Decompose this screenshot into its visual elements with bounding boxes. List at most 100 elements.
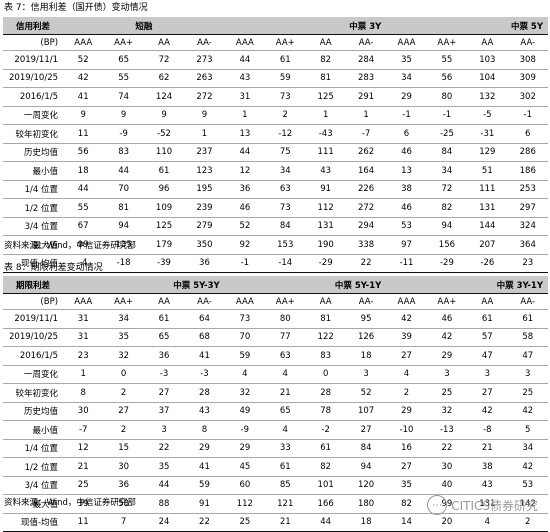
table-cell: 47 <box>507 346 548 366</box>
column-header: AA- <box>507 293 548 310</box>
table-cell: 63 <box>265 180 306 199</box>
table-cell: 42 <box>507 402 548 421</box>
table-cell: -4 <box>63 254 104 273</box>
column-header-row: (BP) AAA AA+ AA AA- AAA AA+ AA AA- AAA AA+ AA AA- <box>3 34 548 51</box>
table-row: 2016/1/5 23 32 36 41 59 63 83 18 27 29 47 47 <box>3 346 548 366</box>
table-cell: 72 <box>426 180 468 199</box>
table-cell: 56 <box>426 69 468 88</box>
table-cell: 29 <box>386 402 427 421</box>
table-cell: 23 <box>507 254 548 273</box>
table-row: 较年初变化 11 -9 -52 1 13 -12 -43 -7 6 -25 -31 6 <box>3 124 548 144</box>
table-cell: 179 <box>143 235 185 255</box>
column-header: AA+ <box>426 293 468 310</box>
table-cell: 9 <box>103 106 144 125</box>
table-cell: 36 <box>224 180 266 199</box>
table-cell: 70 <box>224 328 266 347</box>
table-cell: 12 <box>224 161 266 181</box>
table-cell: 46 <box>386 198 427 218</box>
table-row: 1/4 位置 44 70 96 195 36 63 91 226 38 72 111 253 <box>3 180 548 199</box>
table-cell: 27 <box>143 383 185 403</box>
table-cell: 55 <box>426 50 468 70</box>
group-header: 中票 5Y <box>386 17 548 35</box>
table-cell: 81 <box>305 69 346 88</box>
table-cell: 78 <box>305 402 346 421</box>
table-cell: 104 <box>467 69 508 88</box>
table-cell: 73 <box>265 198 306 218</box>
column-header: AA+ <box>265 34 306 51</box>
table-cell: 35 <box>386 50 427 70</box>
row-label: 2019/11/1 <box>3 50 64 70</box>
table-cell: 70 <box>103 180 144 199</box>
table-cell: 55 <box>63 198 104 218</box>
wechat-circle-icon: ⋯ <box>427 495 448 515</box>
table-cell: 44 <box>224 143 266 162</box>
table-cell: 61 <box>143 161 185 181</box>
table7-caption: 表 7：信用利差（国开债）变动情况 <box>4 3 148 13</box>
column-header: AAA <box>386 34 427 51</box>
table-cell: 29 <box>426 346 468 366</box>
table-cell: 25 <box>63 476 104 495</box>
table-cell: 31 <box>224 87 266 107</box>
column-header: AAA <box>63 293 104 310</box>
table-cell: 18 <box>345 513 387 532</box>
table-cell: 153 <box>265 235 306 255</box>
table-cell: 64 <box>184 309 225 329</box>
row-label: 最大值 <box>3 494 64 514</box>
table-cell: -2 <box>305 420 346 440</box>
table-cell: 7 <box>103 513 144 532</box>
table-cell: -1 <box>224 254 266 273</box>
table-cell: 65 <box>103 50 144 70</box>
column-header: (BP) <box>3 34 64 51</box>
table-cell: 42 <box>386 309 427 329</box>
row-label: 现值-均值 <box>3 254 64 273</box>
table-cell: 131 <box>467 198 508 218</box>
table-cell: 4 <box>265 365 306 384</box>
table-cell: 62 <box>143 69 185 88</box>
table-cell: 5 <box>507 420 548 440</box>
table-cell: 65 <box>143 328 185 347</box>
row-label: 2016/1/5 <box>3 87 64 107</box>
table-cell: 18 <box>345 346 387 366</box>
table-cell: 291 <box>345 87 387 107</box>
table-cell: 61 <box>507 309 548 329</box>
table-cell: 239 <box>184 198 225 218</box>
row-label: 较年初变化 <box>3 383 64 403</box>
group-header-row: 期限利差 中票 5Y-3Y 中票 5Y-1Y 中票 3Y-1Y <box>3 276 548 294</box>
table-cell: 286 <box>507 143 548 162</box>
table-cell: 21 <box>265 513 306 532</box>
table-cell: -52 <box>143 124 185 144</box>
table-cell: 284 <box>345 50 387 70</box>
table-cell: 166 <box>305 494 346 514</box>
table-cell: 31 <box>63 309 104 329</box>
table-cell: 59 <box>265 69 306 88</box>
table-cell: 35 <box>386 476 427 495</box>
group-header-title: 期限利差 <box>3 276 64 294</box>
table-cell: 43 <box>224 69 266 88</box>
table-cell: 18 <box>63 161 104 181</box>
table-cell: 2 <box>386 383 427 403</box>
table-cell: 61 <box>143 309 185 329</box>
row-label: 历史均值 <box>3 402 64 421</box>
table-cell: 22 <box>143 439 185 458</box>
table-cell: 308 <box>507 50 548 70</box>
table-cell: 156 <box>426 235 468 255</box>
table-row: 1/2 位置 21 30 35 41 45 61 82 94 27 30 38 42 <box>3 457 548 477</box>
table-cell: -29 <box>426 254 468 273</box>
table-cell: 28 <box>184 383 225 403</box>
table-cell: 42 <box>467 402 508 421</box>
table-cell: -18 <box>103 254 144 273</box>
table-cell: 24 <box>143 513 185 532</box>
table-cell: 28 <box>305 383 346 403</box>
table-cell: 41 <box>63 87 104 107</box>
table-cell: 13 <box>224 124 266 144</box>
table-cell: 27 <box>467 383 508 403</box>
table-cell: 82 <box>305 50 346 70</box>
table-cell: 6 <box>386 124 427 144</box>
column-header: AA <box>143 34 185 51</box>
row-label: 最小值 <box>3 161 64 181</box>
table-cell: 85 <box>265 476 306 495</box>
table-row: 3/4 位置 25 36 44 59 60 85 101 120 35 40 43 53 <box>3 476 548 495</box>
table-cell: 74 <box>103 87 144 107</box>
table-cell: 32 <box>224 383 266 403</box>
table-cell: 53 <box>507 476 548 495</box>
